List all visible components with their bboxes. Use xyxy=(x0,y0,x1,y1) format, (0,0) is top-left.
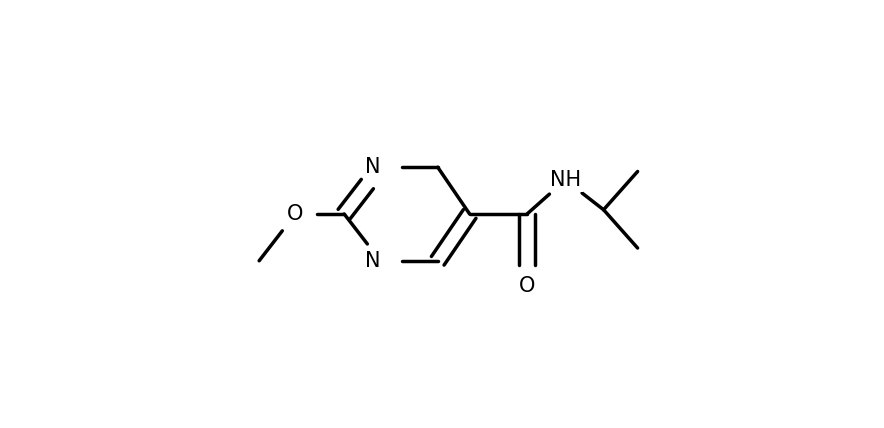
Text: N: N xyxy=(365,157,380,177)
Text: O: O xyxy=(519,276,535,296)
Text: O: O xyxy=(287,204,303,224)
Text: NH: NH xyxy=(550,170,581,190)
Text: N: N xyxy=(365,251,380,271)
